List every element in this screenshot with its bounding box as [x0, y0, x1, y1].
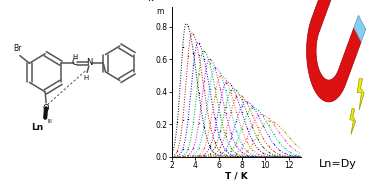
Polygon shape: [307, 0, 361, 102]
Text: C: C: [72, 58, 78, 67]
Text: Br: Br: [13, 44, 22, 53]
Polygon shape: [357, 78, 364, 110]
Text: m: m: [156, 7, 164, 16]
Text: Ln: Ln: [31, 123, 43, 132]
Text: H: H: [72, 54, 77, 60]
Text: O: O: [43, 104, 50, 113]
Polygon shape: [350, 108, 356, 135]
X-axis label: T / K: T / K: [225, 172, 248, 181]
Text: χ'': χ'': [149, 0, 159, 1]
Text: Ln=Dy: Ln=Dy: [319, 159, 357, 169]
Polygon shape: [354, 15, 366, 42]
Text: H: H: [84, 75, 89, 80]
Text: N: N: [87, 58, 93, 67]
Text: III: III: [48, 119, 53, 124]
